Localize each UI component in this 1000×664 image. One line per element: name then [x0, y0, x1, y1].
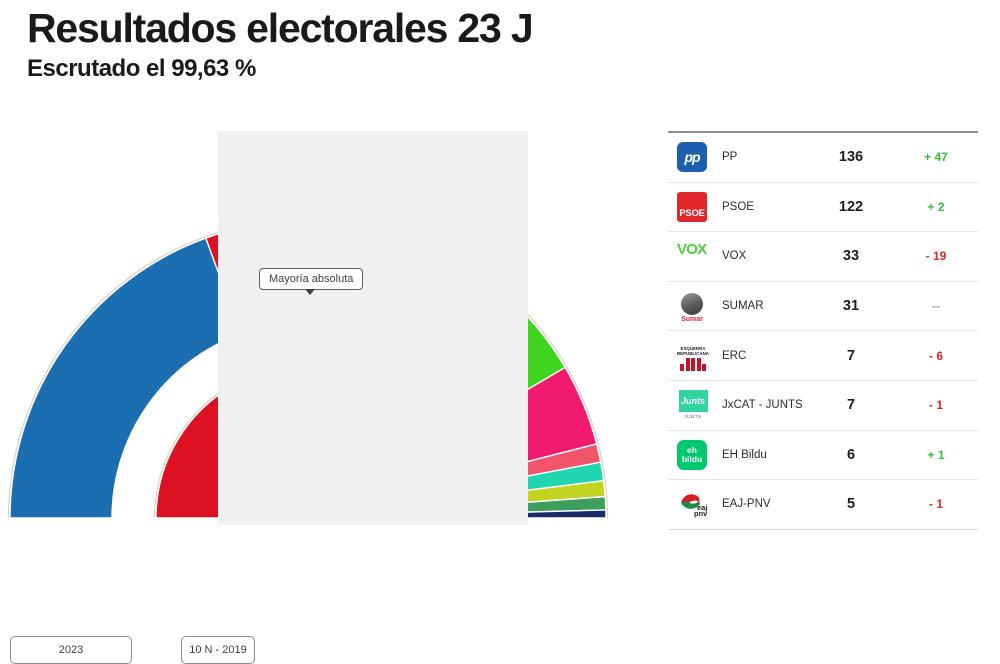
party-seats: 6	[846, 446, 856, 463]
table-row[interactable]: PSOE PSOE 122 + 2	[668, 183, 978, 233]
table-top-rule	[668, 131, 978, 133]
party-logo-cell: eaj pnv	[668, 489, 720, 519]
results-table: pp PP 136 + 47 PSOE PSOE 122 + 2 VOX VOX 33 - 19 Sum…	[668, 131, 978, 530]
party-logo-cell: Junts JUNTS	[668, 390, 720, 420]
party-seat-change: - 1	[928, 398, 943, 413]
party-seat-change: + 1	[927, 447, 945, 462]
sumar-logo-icon: Sumar	[677, 291, 711, 323]
table-row[interactable]: pp PP 136 + 47	[668, 133, 978, 183]
party-name: EAJ-PNV	[722, 498, 771, 511]
table-row[interactable]: VOX VOX 33 - 19	[668, 232, 978, 282]
party-seat-change: + 2	[927, 199, 945, 214]
table-value-band	[218, 131, 528, 525]
party-logo-cell: Sumar	[668, 291, 720, 323]
pp-logo-icon: pp	[677, 142, 711, 173]
hemicycle-slice-pp	[9, 237, 242, 519]
table-row[interactable]: eh bildu EH Bildu 6 + 1	[668, 431, 978, 481]
party-seat-change: - 6	[928, 348, 943, 363]
table-body: pp PP 136 + 47 PSOE PSOE 122 + 2 VOX VOX 33 - 19 Sum…	[668, 133, 978, 530]
party-name: ERC	[722, 349, 747, 362]
page-subtitle: Escrutado el 99,63 %	[27, 54, 256, 82]
majority-pointer-icon	[305, 289, 315, 295]
party-seat-change: - 1	[928, 497, 943, 512]
header: Resultados electorales 23 J Escrutado el…	[27, 5, 534, 83]
party-name: JxCAT - JUNTS	[722, 399, 803, 412]
table-row[interactable]: ESQUERRA REPUBLICANA ERC 7 - 6	[668, 331, 978, 381]
party-name: VOX	[722, 250, 747, 263]
table-row[interactable]: eaj pnv EAJ-PNV 5 - 1	[668, 480, 978, 530]
svg-text:eaj: eaj	[697, 503, 707, 512]
party-seat-change: --	[932, 299, 940, 314]
table-row[interactable]: Junts JUNTS JxCAT - JUNTS 7 - 1	[668, 381, 978, 431]
party-seats: 136	[838, 149, 864, 166]
junts-logo-icon: Junts JUNTS	[677, 390, 711, 420]
svg-text:pnv: pnv	[694, 509, 708, 518]
party-seats: 31	[842, 298, 860, 315]
party-seats: 5	[846, 496, 856, 513]
party-name: PP	[722, 151, 738, 164]
party-seats: 7	[846, 347, 856, 364]
party-name: EH Bildu	[722, 448, 767, 461]
party-logo-cell: PSOE	[668, 191, 720, 222]
legend-item-2023: 2023	[10, 636, 132, 664]
party-seat-change: - 19	[925, 249, 947, 264]
party-logo-cell: ESQUERRA REPUBLICANA	[668, 341, 720, 371]
party-logo-cell: pp	[668, 142, 720, 173]
party-seats: 122	[838, 198, 864, 215]
party-logo-cell: VOX	[668, 241, 720, 271]
page-title: Resultados electorales 23 J	[27, 5, 534, 51]
legend-item-2019: 10 N - 2019	[181, 636, 255, 664]
vox-logo-icon: VOX	[677, 241, 707, 259]
party-name: PSOE	[722, 200, 754, 213]
table-row[interactable]: Sumar SUMAR 31 --	[668, 282, 978, 332]
pnv-logo-icon: eaj pnv	[677, 489, 711, 519]
erc-logo-icon: ESQUERRA REPUBLICANA	[677, 341, 711, 371]
party-seats: 33	[842, 248, 860, 265]
bildu-logo-icon: eh bildu	[677, 439, 711, 470]
party-logo-cell: eh bildu	[668, 439, 720, 470]
party-seats: 7	[846, 397, 856, 414]
party-name: SUMAR	[722, 300, 764, 313]
psoe-logo-icon: PSOE	[677, 191, 711, 222]
majority-label: Mayoría absoluta	[259, 268, 364, 290]
party-seat-change: + 47	[924, 150, 948, 165]
